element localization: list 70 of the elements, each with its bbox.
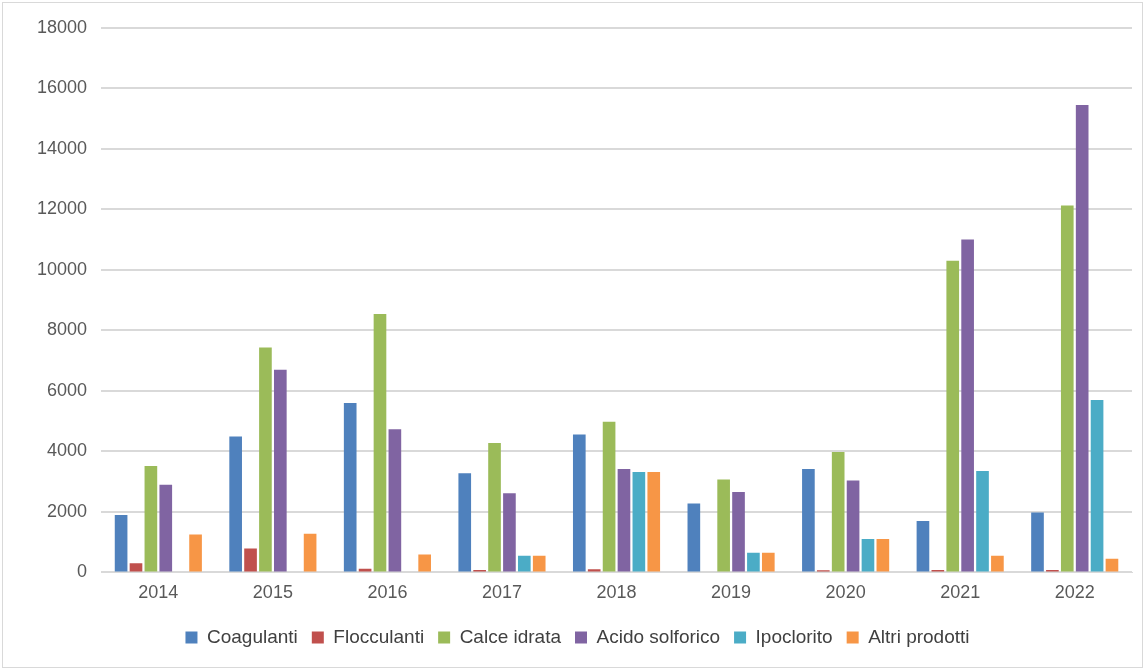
y-tick-label: 16000	[36, 77, 88, 98]
bar	[1075, 104, 1089, 572]
x-tick-label: 2016	[367, 582, 408, 603]
x-tick-label: 2015	[252, 582, 293, 603]
bar	[274, 369, 287, 572]
bar	[1031, 512, 1044, 572]
y-tick-label: 2000	[47, 500, 88, 521]
legend-label: Altri prodotti	[868, 625, 970, 647]
bar	[259, 347, 272, 572]
bar	[503, 493, 516, 572]
legend-label: Flocculanti	[333, 625, 425, 647]
bar	[761, 552, 775, 572]
y-tick-label: 18000	[36, 16, 88, 37]
x-tick-label: 2019	[711, 582, 752, 603]
bar	[532, 555, 546, 572]
bar	[159, 484, 173, 572]
bar	[517, 555, 531, 572]
y-tick-label: 4000	[47, 440, 88, 461]
bar	[747, 552, 760, 572]
legend-label: Acido solforico	[596, 625, 721, 647]
bar	[687, 503, 701, 572]
bar	[1090, 399, 1104, 572]
y-tick-label: 12000	[36, 198, 88, 219]
bar	[602, 421, 616, 572]
bar	[418, 554, 431, 572]
y-tick-label: 6000	[47, 379, 88, 400]
bar	[976, 471, 989, 572]
legend-label: Coagulanti	[206, 625, 298, 647]
bar	[617, 468, 631, 572]
x-tick-label: 2017	[481, 582, 522, 603]
bar	[343, 402, 357, 572]
x-tick-label: 2020	[825, 582, 866, 603]
x-tick-label: 2022	[1054, 582, 1095, 603]
bar	[572, 434, 586, 572]
bar	[189, 534, 202, 572]
y-tick-label: 0	[77, 561, 88, 582]
x-tick-label: 2018	[596, 582, 637, 603]
bar	[303, 533, 317, 572]
bar	[632, 471, 646, 572]
bar	[488, 442, 501, 572]
bar	[946, 260, 960, 572]
y-tick-label: 10000	[36, 258, 88, 279]
bar	[373, 314, 387, 572]
bar	[1060, 205, 1074, 572]
bar	[961, 239, 974, 572]
bar	[876, 539, 890, 572]
bar	[587, 569, 601, 572]
bar	[916, 520, 930, 572]
x-tick-label: 2021	[940, 582, 981, 603]
bar	[144, 465, 158, 572]
legend-label: Ipoclorito	[755, 625, 833, 647]
bar	[388, 429, 402, 572]
bar	[991, 555, 1004, 572]
bar	[114, 514, 128, 572]
bar	[732, 491, 745, 572]
legend-label: Calce idrata	[459, 625, 562, 647]
x-tick-label: 2014	[138, 582, 179, 603]
bar	[458, 473, 472, 572]
bar	[647, 471, 661, 572]
y-tick-label: 8000	[47, 319, 88, 340]
bar	[1105, 558, 1119, 572]
bar	[802, 468, 815, 572]
bar	[861, 539, 875, 572]
y-tick-label: 14000	[36, 137, 88, 158]
bar	[831, 451, 845, 572]
bar	[129, 563, 143, 572]
bar	[717, 479, 730, 572]
bar	[244, 548, 257, 572]
bar	[229, 436, 242, 572]
bar	[846, 480, 860, 572]
